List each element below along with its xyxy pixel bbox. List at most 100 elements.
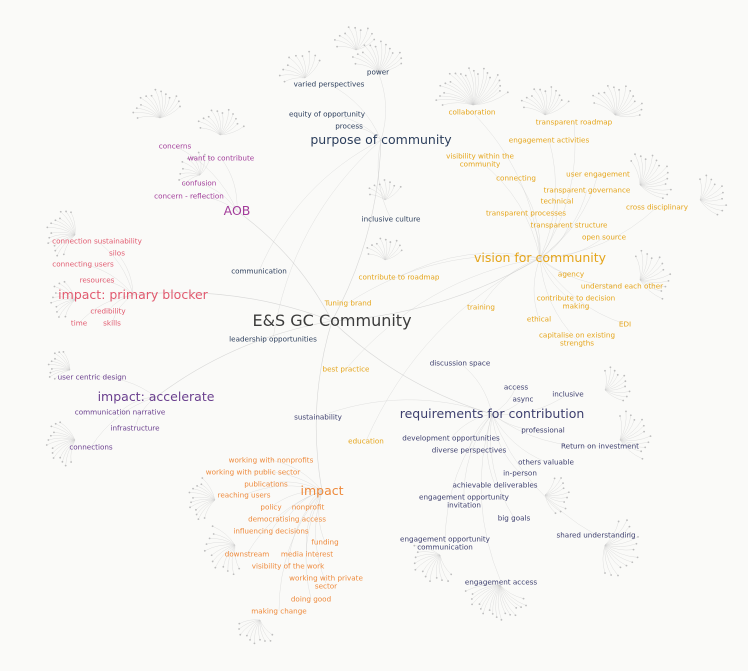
node-user-centric-design[interactable]: user centric design bbox=[57, 372, 127, 382]
node-technical[interactable]: technical bbox=[540, 196, 574, 206]
node-leadership-opportunities[interactable]: leadership opportunities bbox=[229, 334, 317, 344]
node-working-with-public-sector[interactable]: working with public sector bbox=[205, 467, 301, 477]
node-concerns[interactable]: concerns bbox=[158, 141, 192, 151]
node-policy[interactable]: policy bbox=[260, 502, 282, 512]
node-engagement-access[interactable]: engagement access bbox=[464, 577, 538, 587]
node-engagement-opportunity-communication[interactable]: engagement opportunity communication bbox=[400, 534, 490, 552]
node-engagement-opportunity-invitation[interactable]: engagement opportunity invitation bbox=[419, 492, 509, 510]
leaf-node bbox=[441, 104, 444, 106]
node-connecting[interactable]: connecting bbox=[496, 173, 536, 183]
node-big-goals[interactable]: big goals bbox=[497, 513, 531, 523]
node-cross-disciplinary[interactable]: cross disciplinary bbox=[626, 202, 688, 212]
node-open-source[interactable]: open source bbox=[581, 232, 627, 242]
node-others-valuable[interactable]: others valuable bbox=[518, 457, 574, 467]
leaf-node bbox=[50, 232, 53, 234]
node-development-opportunities[interactable]: development opportunities bbox=[402, 433, 500, 443]
node-contribute-to-roadmap[interactable]: contribute to roadmap bbox=[358, 272, 440, 282]
node-contribute-to-decision-making[interactable]: contribute to decision making bbox=[536, 293, 616, 311]
node-working-with-nonprofits[interactable]: working with nonprofits bbox=[228, 455, 314, 465]
node-inclusive[interactable]: inclusive bbox=[552, 389, 584, 399]
node-transparent-governance[interactable]: transparent governance bbox=[543, 185, 631, 195]
node-nonprofit[interactable]: nonprofit bbox=[291, 502, 325, 512]
node-user-engagement[interactable]: user engagement bbox=[566, 169, 630, 179]
node-skills[interactable]: skills bbox=[103, 318, 121, 328]
node-confusion[interactable]: confusion bbox=[181, 178, 217, 188]
node-edi[interactable]: EDI bbox=[618, 319, 632, 329]
node-equity-of-opportunity[interactable]: equity of opportunity bbox=[289, 109, 365, 119]
leaf-node bbox=[192, 156, 195, 159]
node-resources[interactable]: resources bbox=[79, 275, 115, 285]
node-power[interactable]: power bbox=[366, 67, 390, 77]
node-engagement-activities[interactable]: engagement activities bbox=[508, 135, 590, 145]
node-shared-understanding[interactable]: shared understanding bbox=[556, 530, 636, 540]
node-connecting-users[interactable]: connecting users bbox=[52, 259, 114, 269]
node-best-practice[interactable]: best practice bbox=[322, 364, 370, 374]
node-transparent-processes[interactable]: transparent processes bbox=[485, 208, 567, 218]
node-connection-sustainability[interactable]: connection sustainability bbox=[52, 236, 142, 246]
node-sustainability[interactable]: sustainability bbox=[294, 412, 342, 422]
node-connections[interactable]: connections bbox=[69, 442, 113, 452]
hub-blocker[interactable]: impact: primary blocker bbox=[58, 286, 208, 302]
leaf-node bbox=[368, 187, 371, 190]
node-making-change[interactable]: making change bbox=[251, 606, 307, 616]
node-influencing-decisions[interactable]: influencing decisions bbox=[233, 526, 309, 536]
edge bbox=[65, 211, 76, 236]
node-doing-good[interactable]: doing good bbox=[290, 594, 332, 604]
leaf-node bbox=[398, 51, 401, 54]
node-tuning-brand[interactable]: Tuning brand bbox=[324, 298, 372, 308]
leaf-node bbox=[145, 95, 148, 98]
node-access[interactable]: access bbox=[503, 382, 529, 392]
node-infrastructure[interactable]: infrastructure bbox=[110, 423, 160, 433]
node-education[interactable]: education bbox=[348, 436, 384, 446]
hub-purpose[interactable]: purpose of community bbox=[310, 131, 452, 147]
node-silos[interactable]: silos bbox=[109, 248, 125, 258]
node-ethical[interactable]: ethical bbox=[526, 314, 552, 324]
node-funding[interactable]: funding bbox=[311, 537, 339, 547]
node-transparent-structure[interactable]: transparent structure bbox=[530, 220, 608, 230]
node-communication-narrative[interactable]: communication narrative bbox=[74, 407, 166, 417]
node-downstream[interactable]: downstream bbox=[224, 549, 270, 559]
node-publications[interactable]: publications bbox=[244, 479, 288, 489]
node-agency[interactable]: agency bbox=[557, 269, 585, 279]
node-concern-reflection[interactable]: concern - reflection bbox=[154, 191, 224, 201]
node-achievable-deliverables[interactable]: achievable deliverables bbox=[452, 480, 538, 490]
leaf-node bbox=[181, 160, 184, 163]
node-want-to-contribute[interactable]: want to contribute bbox=[187, 153, 255, 163]
edge bbox=[539, 257, 577, 304]
node-collaboration[interactable]: collaboration bbox=[448, 107, 496, 117]
node-democratising-access[interactable]: democratising access bbox=[248, 514, 326, 524]
node-time[interactable]: time bbox=[70, 318, 88, 328]
node-discussion-space[interactable]: discussion space bbox=[429, 358, 491, 368]
hub-requirements[interactable]: requirements for contribution bbox=[399, 405, 585, 421]
edge bbox=[377, 44, 387, 73]
node-working-with-private-sector[interactable]: working with private sector bbox=[289, 573, 363, 591]
node-return-on-investment[interactable]: Return on investment bbox=[561, 441, 639, 451]
hub-aob[interactable]: AOB bbox=[223, 202, 251, 218]
node-async[interactable]: async bbox=[512, 394, 534, 404]
node-inclusive-culture[interactable]: inclusive culture bbox=[361, 214, 421, 224]
edge bbox=[219, 118, 237, 136]
hub-vision[interactable]: vision for community bbox=[473, 249, 607, 265]
node-varied-perspectives[interactable]: varied perspectives bbox=[293, 79, 365, 89]
hub-accelerate[interactable]: impact: accelerate bbox=[97, 388, 215, 404]
edge bbox=[331, 139, 382, 322]
node-communication[interactable]: communication bbox=[231, 266, 287, 276]
node-process[interactable]: process bbox=[335, 121, 363, 131]
leaf-node bbox=[196, 485, 199, 487]
node-media-interest[interactable]: media interest bbox=[280, 549, 334, 559]
node-reaching-users[interactable]: reaching users bbox=[217, 490, 271, 500]
node-professional[interactable]: professional bbox=[521, 425, 565, 435]
node-capitalise-on-existing-strengths[interactable]: capitalise on existing strengths bbox=[538, 330, 616, 348]
node-visibility-within-community[interactable]: visibility within the community bbox=[446, 151, 514, 169]
hub-impact[interactable]: impact bbox=[300, 482, 344, 498]
node-credibility[interactable]: credibility bbox=[90, 306, 126, 316]
node-transparent-roadmap[interactable]: transparent roadmap bbox=[535, 117, 613, 127]
node-in-person[interactable]: in-person bbox=[503, 468, 537, 478]
node-visibility-of-the-work[interactable]: visibility of the work bbox=[251, 561, 325, 571]
node-diverse-perspectives[interactable]: diverse perspectives bbox=[431, 445, 507, 455]
center-node-label[interactable]: E&S GC Community bbox=[252, 311, 412, 330]
node-understand-each-other[interactable]: understand each other bbox=[580, 281, 664, 291]
edge bbox=[212, 544, 236, 562]
node-training[interactable]: training bbox=[467, 302, 495, 312]
